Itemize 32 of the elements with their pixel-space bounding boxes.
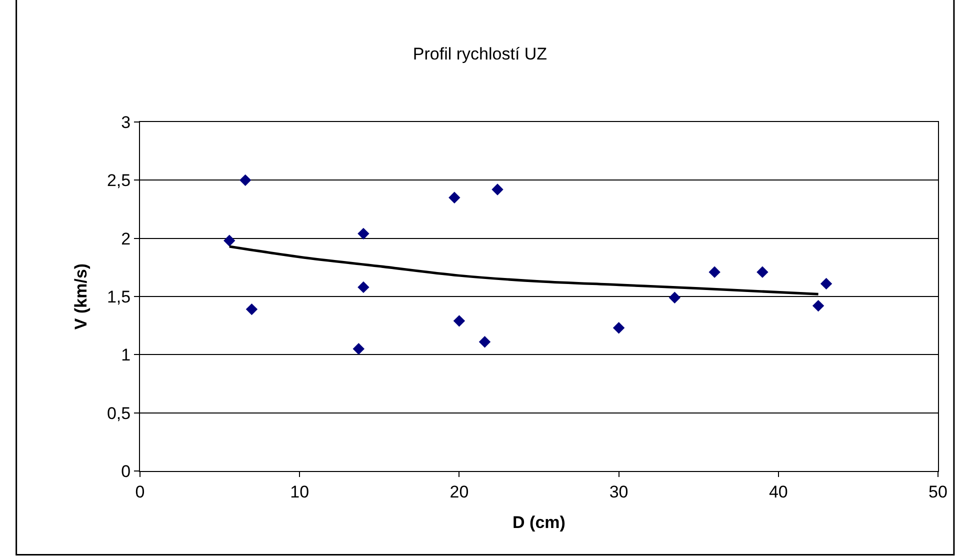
- point: [708, 266, 720, 278]
- point: [478, 336, 491, 348]
- chart-title: Profil rychlostí UZ: [412, 44, 548, 64]
- point: [352, 343, 364, 355]
- x-tick-label: 30: [609, 482, 628, 502]
- x-tick-label: 50: [928, 482, 948, 502]
- point: [246, 303, 258, 316]
- y-tick-label: 1,5: [106, 287, 131, 306]
- y-tick-label: 1: [121, 346, 131, 365]
- x-tick-label: 0: [135, 482, 145, 502]
- x-tick-label: 20: [450, 482, 469, 502]
- point: [612, 322, 625, 334]
- point: [358, 281, 370, 294]
- y-tick-label: 2,5: [106, 171, 131, 190]
- point: [492, 184, 504, 196]
- y-tick-label: 3: [121, 112, 131, 132]
- point: [358, 228, 370, 240]
- point: [224, 234, 236, 247]
- y-axis-title: V (km/s): [72, 263, 91, 330]
- point: [453, 315, 466, 327]
- point: [812, 300, 824, 312]
- x-tick-label: 10: [290, 482, 310, 502]
- y-tick-label: 0,5: [106, 404, 131, 423]
- point: [668, 292, 681, 304]
- point: [756, 266, 768, 278]
- point: [448, 192, 460, 204]
- x-axis-title: D (cm): [512, 512, 566, 532]
- y-tick-label: 0: [121, 462, 131, 481]
- y-tick-label: 2: [121, 229, 131, 248]
- x-tick-label: 40: [768, 482, 788, 502]
- point: [239, 174, 252, 186]
- point: [820, 278, 832, 290]
